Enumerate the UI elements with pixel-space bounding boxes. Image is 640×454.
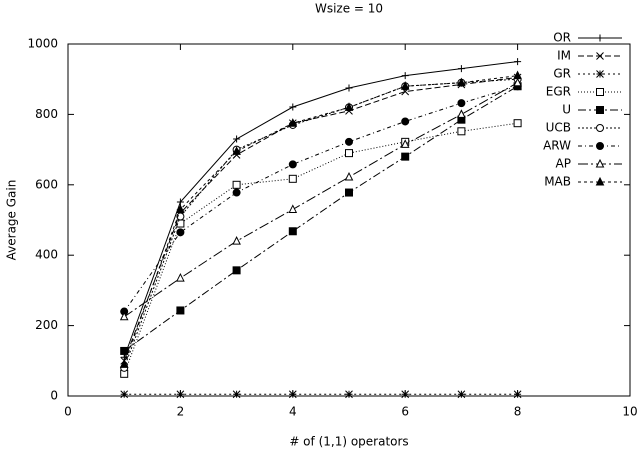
- marker: [345, 84, 353, 92]
- marker: [513, 390, 522, 399]
- x-tick-label: 8: [514, 405, 522, 419]
- x-axis-label: # of (1,1) operators: [289, 435, 408, 449]
- legend-label: MAB: [544, 175, 571, 189]
- legend-label: UCB: [546, 121, 571, 135]
- marker: [401, 152, 410, 161]
- marker: [232, 266, 241, 275]
- marker: [288, 174, 297, 183]
- marker: [401, 390, 410, 399]
- series-line: [123, 122, 518, 374]
- marker: [232, 180, 241, 189]
- legend-label: GR: [553, 67, 571, 81]
- series-line: [123, 78, 518, 369]
- marker: [513, 77, 522, 87]
- marker: [119, 359, 129, 368]
- legend-marker: [595, 158, 605, 168]
- x-tick-label: 0: [64, 405, 72, 419]
- legend-marker: [596, 142, 604, 150]
- marker: [344, 171, 354, 181]
- legend-label: U: [562, 103, 571, 117]
- marker: [119, 311, 129, 321]
- legend-marker: [596, 106, 604, 114]
- legend: OR IM GR EGR U UCB ARW AP MAB: [543, 31, 622, 189]
- marker: [289, 103, 297, 111]
- legend-marker: [596, 124, 604, 132]
- legend-marker: [595, 176, 605, 186]
- marker: [232, 188, 241, 197]
- marker: [457, 99, 466, 108]
- marker: [176, 212, 185, 221]
- marker: [400, 81, 410, 90]
- marker: [345, 149, 353, 158]
- y-tick-label: 600: [35, 177, 58, 191]
- marker: [288, 227, 297, 236]
- x-tick-label: 6: [401, 405, 409, 419]
- series-line: [123, 85, 518, 312]
- marker: [400, 139, 410, 148]
- marker: [232, 390, 241, 399]
- legend-marker: [596, 52, 604, 60]
- marker: [457, 65, 465, 73]
- marker: [288, 118, 298, 127]
- marker: [233, 135, 241, 143]
- legend-label: IM: [557, 49, 571, 63]
- series-line: [123, 75, 518, 365]
- marker: [401, 117, 410, 126]
- legend-label: OR: [553, 31, 571, 45]
- marker: [232, 236, 241, 245]
- x-tick-label: 2: [177, 405, 185, 419]
- marker: [513, 119, 522, 128]
- marker: [345, 390, 353, 399]
- marker: [288, 390, 297, 399]
- marker: [401, 72, 409, 80]
- chart-title: Wsize = 10: [315, 2, 383, 16]
- y-tick-label: 400: [35, 248, 58, 262]
- y-tick-label: 1000: [27, 37, 58, 51]
- marker: [457, 77, 466, 87]
- marker: [176, 204, 185, 213]
- marker: [345, 188, 353, 197]
- series-line: [123, 85, 518, 352]
- marker: [457, 127, 466, 136]
- y-axis-label: Average Gain: [5, 180, 19, 261]
- marker: [288, 204, 298, 213]
- marker: [176, 390, 185, 399]
- marker: [232, 146, 241, 155]
- marker: [120, 346, 129, 355]
- y-tick-label: 200: [35, 318, 58, 332]
- marker: [176, 306, 185, 315]
- marker: [457, 109, 466, 118]
- marker: [176, 219, 185, 228]
- marker: [176, 228, 185, 237]
- legend-label: EGR: [546, 85, 571, 99]
- legend-label: AP: [556, 157, 571, 171]
- legend-marker: [596, 34, 604, 42]
- marker: [514, 58, 522, 66]
- x-tick-label: 10: [622, 405, 637, 419]
- marker: [513, 70, 522, 80]
- y-tick-label: 800: [35, 107, 58, 121]
- marker: [176, 272, 185, 282]
- legend-marker: [596, 88, 604, 96]
- marker: [120, 390, 129, 399]
- series-line: [123, 76, 518, 361]
- marker: [288, 160, 297, 169]
- y-tick-label: 0: [50, 389, 58, 403]
- x-tick-label: 4: [289, 405, 297, 419]
- legend-label: ARW: [543, 139, 571, 153]
- marker: [344, 102, 354, 111]
- legend-marker: [596, 70, 604, 78]
- marker: [345, 137, 353, 146]
- series-line: [123, 61, 518, 358]
- marker: [457, 390, 466, 399]
- series-line: [123, 82, 518, 318]
